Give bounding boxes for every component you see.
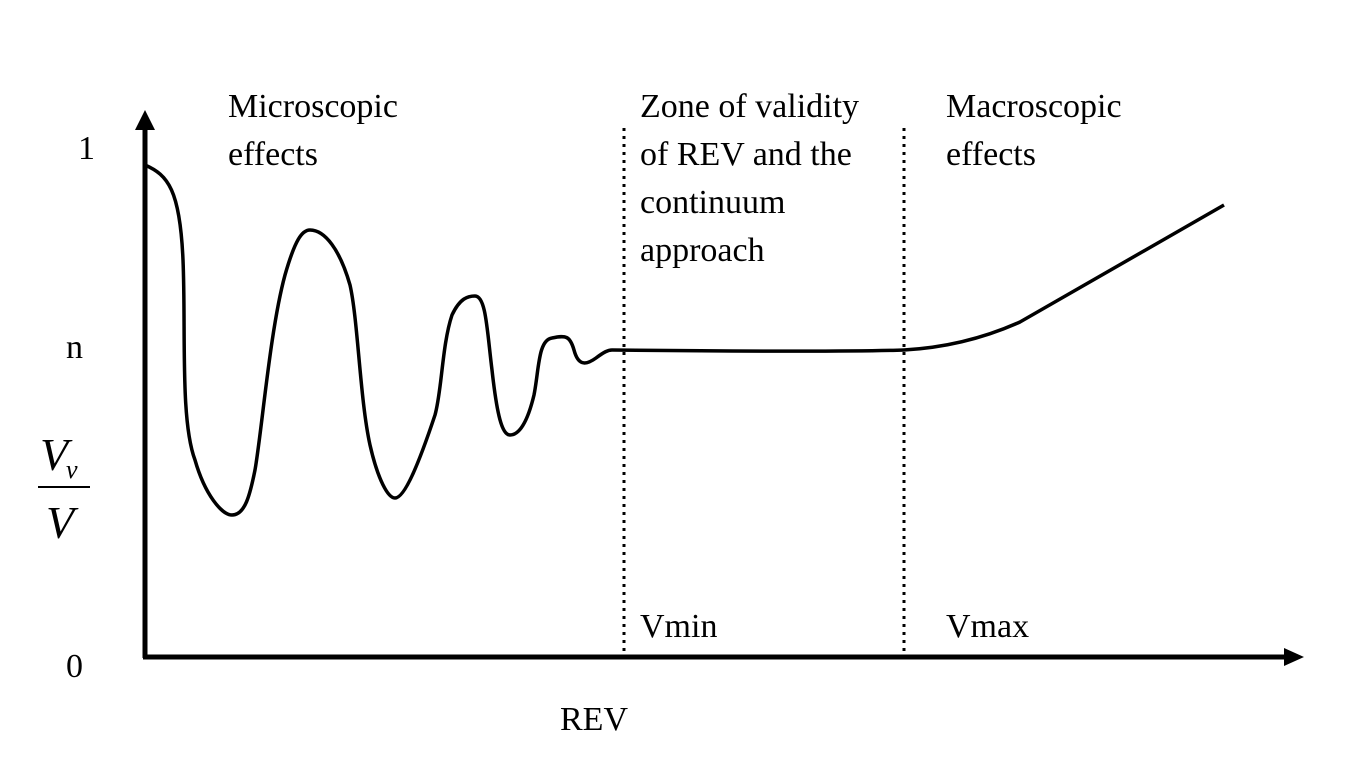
diagram-canvas: 1 n 0 V v V REV Microscopic effects Zone… bbox=[0, 0, 1345, 775]
y-axis-arrowhead bbox=[135, 110, 155, 130]
microscopic-line-1: Microscopic bbox=[228, 88, 398, 125]
y-label-denominator: V bbox=[46, 497, 79, 548]
rev-zone-line-1: Zone of validity bbox=[640, 88, 859, 125]
y-axis-label: V v V bbox=[38, 429, 90, 548]
rev-diagram: 1 n 0 V v V REV Microscopic effects Zone… bbox=[0, 0, 1345, 775]
rev-validity-zone-label: Zone of validity of REV and the continuu… bbox=[640, 88, 859, 269]
vmin-label: Vmin bbox=[640, 608, 717, 645]
microscopic-zone-label: Microscopic effects bbox=[228, 88, 398, 173]
macroscopic-line-1: Macroscopic bbox=[946, 88, 1122, 125]
rev-zone-line-2: of REV and the bbox=[640, 136, 852, 173]
microscopic-line-2: effects bbox=[228, 136, 318, 173]
x-axis-arrowhead bbox=[1284, 648, 1304, 666]
y-tick-n: n bbox=[66, 329, 83, 366]
rev-zone-line-4: approach bbox=[640, 232, 765, 269]
vmax-label: Vmax bbox=[946, 608, 1029, 645]
x-axis-label: REV bbox=[560, 701, 628, 738]
y-tick-1: 1 bbox=[78, 130, 95, 167]
y-tick-0: 0 bbox=[66, 648, 83, 685]
y-label-subscript: v bbox=[66, 455, 78, 484]
rev-zone-line-3: continuum bbox=[640, 184, 785, 221]
macroscopic-zone-label: Macroscopic effects bbox=[946, 88, 1122, 173]
macroscopic-line-2: effects bbox=[946, 136, 1036, 173]
